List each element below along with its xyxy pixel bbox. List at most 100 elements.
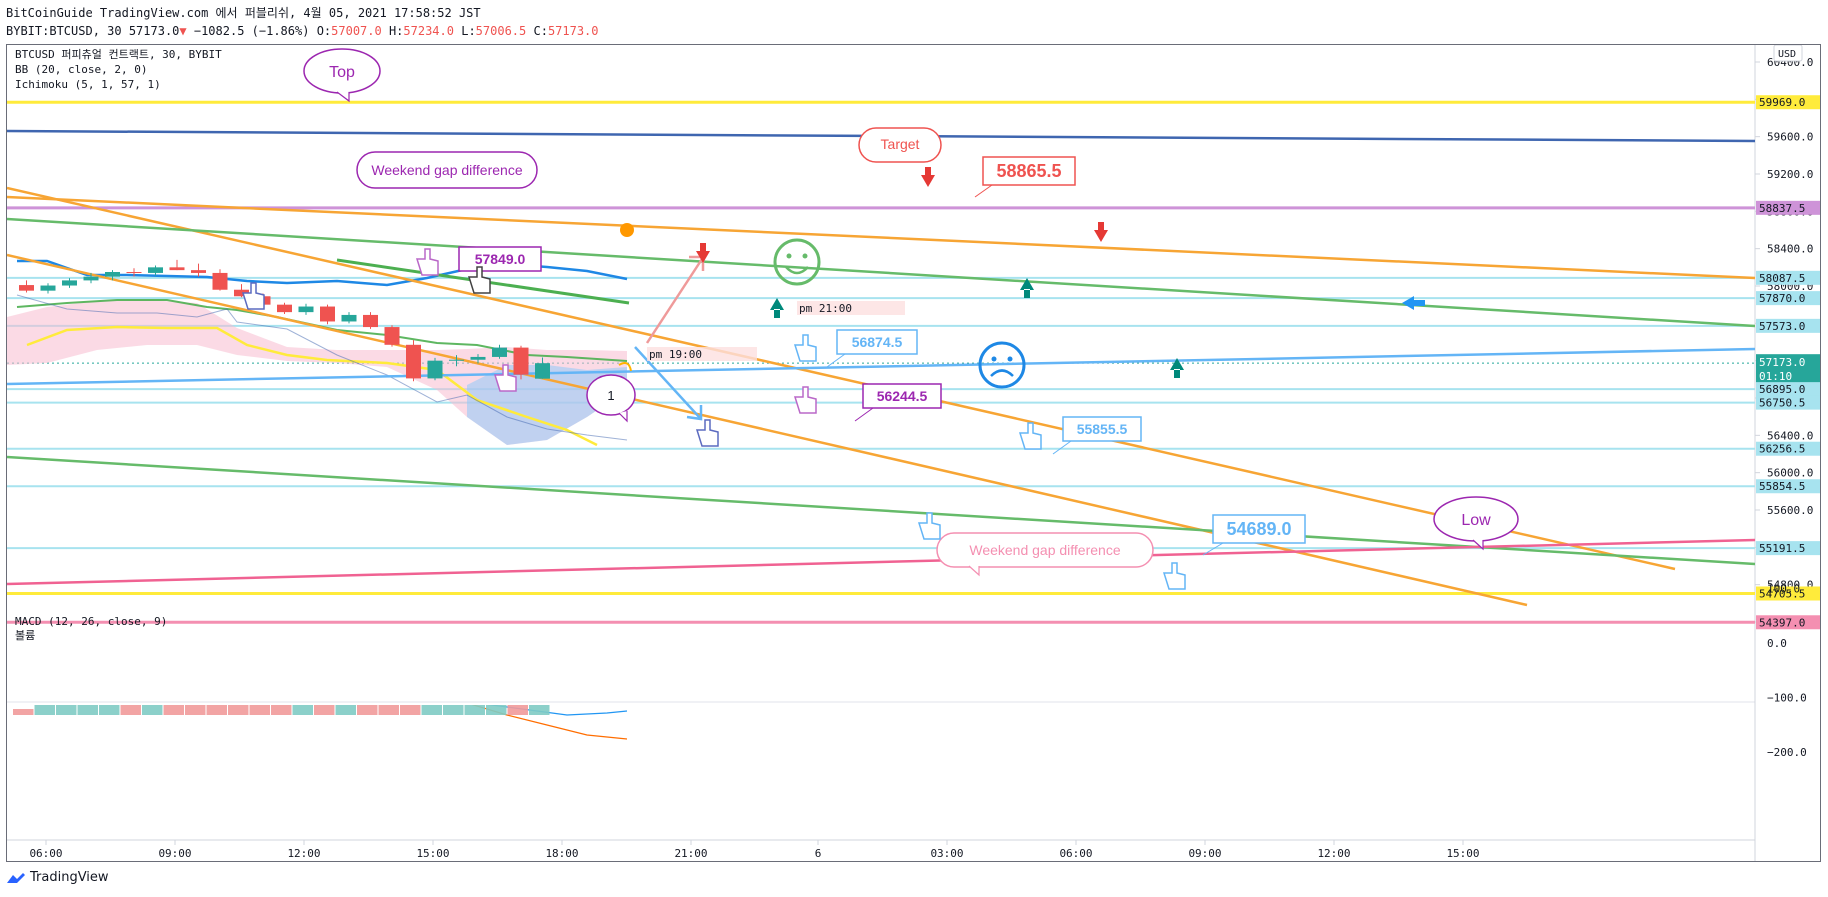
volume-bar (271, 705, 292, 715)
down-arrow-icon (696, 243, 710, 263)
tradingview-brand: TradingView (30, 870, 109, 885)
orange-channel-lower (7, 253, 1528, 607)
price-tick-label: 55600.0 (1767, 504, 1813, 517)
price-callout-58865-label: 58865.5 (996, 161, 1061, 181)
count-bubble (586, 374, 636, 416)
legend-volume: 볼륨 (15, 629, 35, 642)
price-callout-55855-pointer (1052, 440, 1072, 455)
volume-bar (34, 705, 55, 715)
weekend-gap-bubble-2-tail (968, 565, 980, 577)
projection-down-head (686, 405, 703, 421)
price-level-badge (1756, 541, 1820, 556)
time-tick-label: 12:00 (1317, 847, 1350, 860)
volume-bar (357, 705, 378, 715)
tradingview-logo[interactable]: TradingView (6, 870, 109, 885)
macd-hist-bar (78, 643, 99, 647)
macd-histogram (13, 643, 550, 657)
symbol-price: BYBIT:BTCUSD, 30 57173.0 (6, 24, 180, 38)
volume-bar (185, 705, 206, 715)
candle-body (363, 314, 378, 328)
pointing-hand-icon (793, 386, 817, 414)
macd-hist-bar (379, 643, 400, 655)
candle-body (449, 359, 464, 361)
smiley-mouth (785, 266, 809, 275)
pointing-hand-icon (1018, 422, 1042, 450)
pointing-hand-icon (793, 334, 817, 362)
price-level-badge (1756, 291, 1820, 306)
volume-bar (163, 705, 184, 715)
volume-bar (206, 705, 227, 715)
price-level-label: 58087.5 (1759, 272, 1805, 285)
candle-body (234, 289, 249, 297)
legend-bb: BB (20, close, 2, 0) (15, 63, 147, 76)
high-label: H: (388, 24, 404, 38)
price-callout-58865-pointer (974, 184, 993, 198)
candle-body (40, 285, 56, 291)
price-level-label: 54705.5 (1759, 587, 1805, 600)
macd-tick-label: −100.0 (1767, 692, 1807, 705)
price-level-badge (1756, 318, 1820, 333)
macd-hist-bar (13, 643, 34, 645)
macd-hist-bar (207, 643, 228, 650)
candle-body (212, 272, 228, 290)
price-callout-57849 (458, 246, 542, 272)
price-tick-label: 56400.0 (1767, 429, 1813, 442)
price-callout-55855 (1062, 416, 1142, 442)
price-level-badge (1756, 395, 1820, 410)
macd-hist-bar (422, 643, 443, 656)
time-tick-label: 06:00 (1059, 847, 1092, 860)
sad-face-mouth (990, 369, 1014, 377)
price-level-badge (1756, 586, 1820, 601)
macd-hist-bar (142, 643, 163, 649)
volume-bar (249, 705, 270, 715)
blue-trend-line (7, 347, 1755, 386)
chart-frame[interactable]: 60400.060000.059600.059200.058800.058400… (6, 44, 1821, 862)
currency-box[interactable] (1773, 45, 1803, 62)
annotations: Top Weekend gap difference Target 58865.… (241, 48, 1519, 590)
smiley-icon (773, 238, 821, 286)
price-level-badge (1756, 441, 1820, 456)
price-level-label: 59969.0 (1759, 96, 1805, 109)
legend-title: BTCUSD 퍼피츄얼 컨트랙트, 30, BYBIT (15, 47, 222, 61)
count-bubble-tail (618, 411, 628, 423)
time-tick-label: 15:00 (1446, 847, 1479, 860)
volume-bar (13, 709, 34, 715)
top-bubble-tail (336, 91, 350, 103)
price-callout-56244-pointer (854, 407, 874, 422)
low-bubble-tail (1472, 539, 1484, 551)
pointing-hand-icon (917, 512, 941, 540)
macd-hist-bar (271, 643, 292, 652)
price-tick-label: 58400.0 (1767, 243, 1813, 256)
pointing-hand-icon (467, 266, 491, 294)
candle-body (427, 360, 443, 379)
macd-hist-bar (228, 643, 249, 651)
volume-bar (292, 705, 313, 715)
price-callout-57849-label: 57849.0 (475, 251, 526, 267)
price-callout-56244 (862, 383, 942, 409)
candle-body (62, 280, 77, 286)
pointing-hand-icon (415, 248, 439, 276)
down-triangle-icon: ▼ (179, 24, 187, 38)
macd-axis: 100.0 0.0 −100.0 −200.0 (1767, 582, 1807, 759)
count-label: 1 (607, 388, 614, 403)
candle-body (492, 347, 507, 357)
price-level-label: 56750.5 (1759, 397, 1805, 410)
volume-bar (486, 705, 507, 715)
price-callout-56874-pointer (826, 353, 846, 368)
volume-bars (13, 705, 550, 715)
ichimoku-conversion-line (16, 294, 628, 441)
chart-canvas[interactable]: 60400.060000.059600.059200.058800.058400… (7, 45, 1820, 861)
price-callout-54689 (1212, 514, 1306, 544)
candle-body (535, 363, 550, 379)
price-callout-56874 (836, 329, 918, 355)
ichimoku-cloud (7, 294, 628, 447)
volume-bar (77, 705, 98, 715)
price-level-label: 54397.0 (1759, 616, 1805, 629)
green-trend-upper (7, 217, 1755, 328)
price-level-label: 57870.0 (1759, 292, 1805, 305)
ichimoku-base-line (26, 325, 598, 447)
price-callout-54689-label: 54689.0 (1226, 519, 1291, 539)
macd-line (487, 705, 628, 716)
price-level-label: 56256.5 (1759, 443, 1805, 456)
macd-hist-bar (486, 643, 507, 657)
